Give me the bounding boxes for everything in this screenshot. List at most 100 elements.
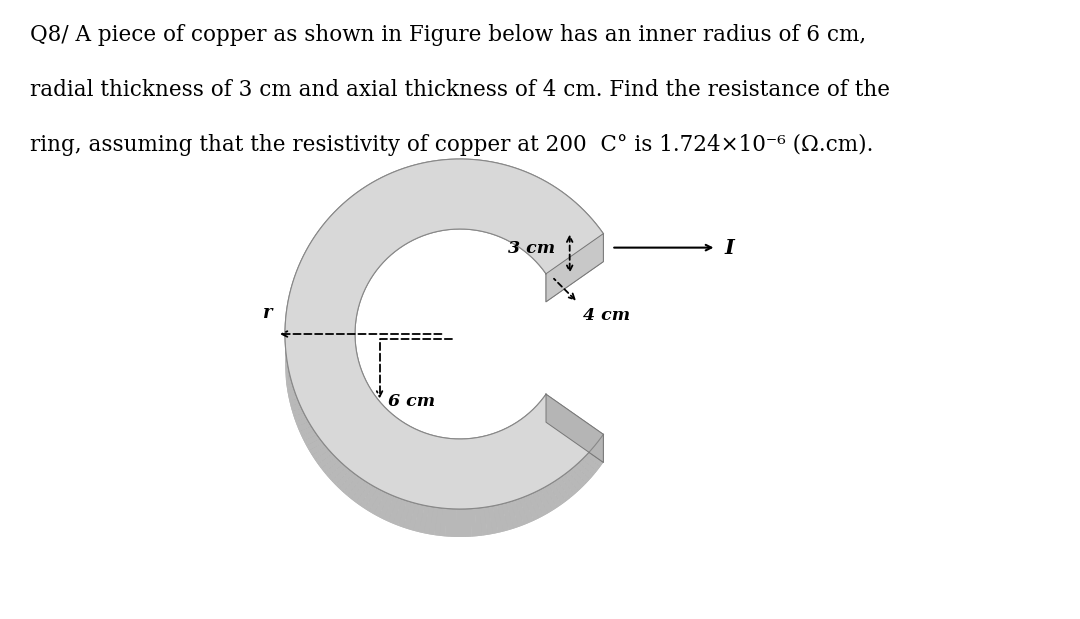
Polygon shape [416,163,421,193]
Polygon shape [536,490,539,519]
Polygon shape [504,502,509,531]
Text: radial thickness of 3 cm and axial thickness of 4 cm. Find the resistance of the: radial thickness of 3 cm and axial thick… [30,79,890,101]
Polygon shape [360,477,362,507]
Polygon shape [368,385,369,415]
Polygon shape [302,410,303,441]
Polygon shape [454,439,456,467]
Polygon shape [374,179,379,210]
Polygon shape [515,422,517,451]
Polygon shape [310,238,313,271]
Polygon shape [338,204,342,236]
Polygon shape [461,467,467,537]
Polygon shape [546,233,604,302]
Polygon shape [326,217,330,249]
Polygon shape [360,448,403,509]
Polygon shape [378,400,380,430]
Polygon shape [306,416,308,448]
Polygon shape [303,410,368,446]
Text: 3 cm: 3 cm [508,240,555,258]
Polygon shape [441,437,443,465]
Polygon shape [476,465,494,535]
Polygon shape [501,430,503,459]
Polygon shape [341,463,345,493]
Polygon shape [335,436,388,488]
Polygon shape [288,295,289,329]
Polygon shape [465,159,471,188]
Polygon shape [585,212,590,244]
Polygon shape [544,422,604,467]
Polygon shape [460,509,464,537]
Polygon shape [438,436,441,465]
Polygon shape [376,397,377,426]
Polygon shape [380,402,381,431]
Polygon shape [300,406,302,438]
Polygon shape [372,391,373,421]
Polygon shape [418,464,438,533]
Polygon shape [546,233,604,302]
Polygon shape [562,474,565,504]
Polygon shape [590,449,592,480]
Polygon shape [368,483,372,513]
Polygon shape [384,407,386,436]
Polygon shape [313,429,315,460]
Polygon shape [409,426,410,455]
Text: 4 cm: 4 cm [583,307,630,324]
Polygon shape [512,425,513,454]
Polygon shape [515,499,518,528]
Polygon shape [388,457,420,524]
Polygon shape [498,431,500,460]
Polygon shape [423,465,442,534]
Polygon shape [494,162,499,191]
Polygon shape [501,503,504,532]
Polygon shape [449,438,451,467]
Polygon shape [522,446,566,504]
Polygon shape [546,394,604,462]
Polygon shape [369,387,370,417]
Polygon shape [288,382,357,400]
Polygon shape [429,465,445,535]
Polygon shape [526,495,529,524]
Polygon shape [521,418,523,448]
Polygon shape [307,412,369,451]
Polygon shape [486,506,490,535]
Polygon shape [515,168,521,197]
Polygon shape [334,455,337,486]
Polygon shape [300,258,302,291]
Polygon shape [397,418,400,448]
Polygon shape [582,457,584,488]
Polygon shape [311,426,313,457]
Polygon shape [370,389,372,419]
Text: I: I [725,238,734,258]
Polygon shape [360,188,364,219]
Polygon shape [483,464,503,533]
Polygon shape [513,423,515,452]
Polygon shape [558,477,562,506]
Polygon shape [297,400,364,431]
Polygon shape [384,492,388,522]
Polygon shape [592,446,594,477]
Polygon shape [457,509,460,537]
Polygon shape [431,506,434,535]
Polygon shape [417,430,419,459]
Polygon shape [289,385,359,406]
Polygon shape [524,443,570,501]
Polygon shape [542,487,545,516]
Polygon shape [526,441,575,498]
Polygon shape [565,194,569,225]
Polygon shape [474,438,476,466]
Polygon shape [298,399,299,431]
Polygon shape [523,417,525,446]
Polygon shape [391,413,392,443]
Polygon shape [397,460,426,527]
Polygon shape [486,463,509,532]
Polygon shape [332,433,386,485]
Polygon shape [375,487,378,517]
Polygon shape [388,493,392,523]
Polygon shape [400,168,405,198]
Polygon shape [328,450,332,480]
Polygon shape [419,431,421,459]
Polygon shape [505,428,508,457]
Polygon shape [500,430,501,459]
Polygon shape [316,230,320,262]
Polygon shape [402,499,406,529]
